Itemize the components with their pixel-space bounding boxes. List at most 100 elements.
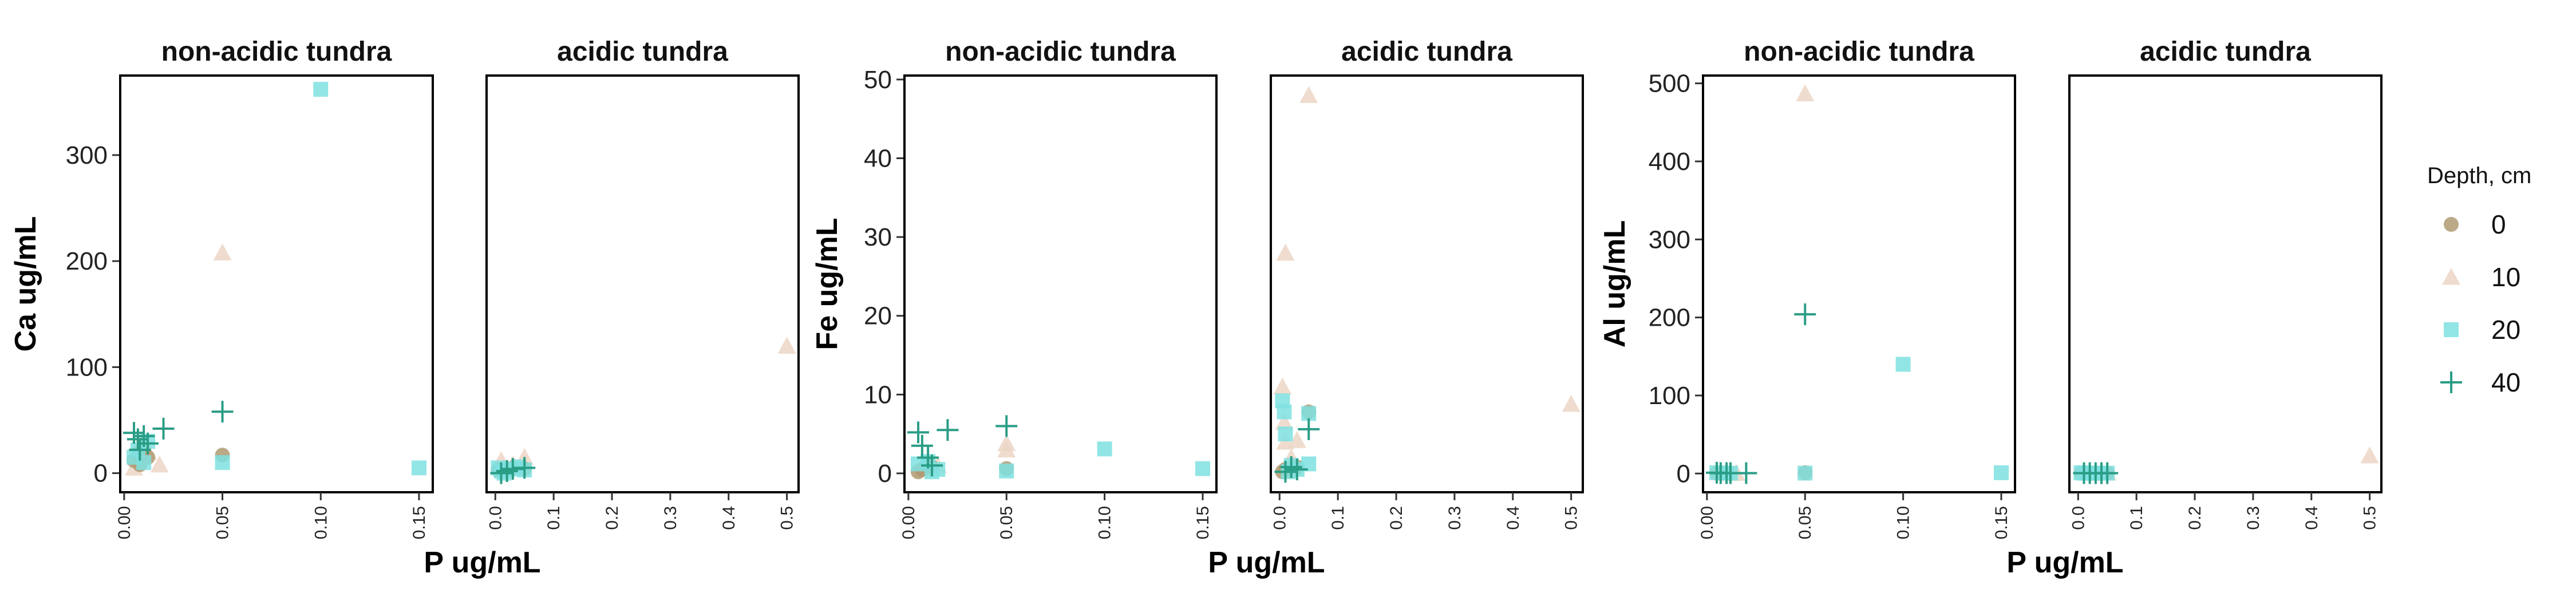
y-tick-label: 200	[1649, 304, 1690, 332]
y-tick-label: 100	[1649, 382, 1690, 410]
legend-key-circle	[2444, 217, 2459, 232]
x-tick-label: 0.5	[778, 506, 797, 530]
chart-group-3: Al ug/mL 0 100 200 300 400 500 non-acidic tundr…	[1598, 37, 2383, 579]
x-axis-label: P ug/mL	[1208, 546, 1325, 579]
panel-strip-label: non-acidic tundra	[1744, 37, 1974, 67]
legend-item-40: 40	[2440, 367, 2520, 397]
data-point	[1797, 465, 1813, 481]
panel-strip-label: non-acidic tundra	[945, 37, 1176, 67]
y-tick-label: 40	[864, 144, 892, 172]
x-tick-label: 0.0	[1270, 506, 1289, 530]
legend-key-plus	[2440, 371, 2462, 393]
x-tick-label: 0.05	[1796, 506, 1815, 539]
data-point	[1562, 394, 1581, 412]
panel-acidic: acidic tundra 0.0 0.1 0.2 0.3 0.4 0.5	[485, 37, 800, 530]
x-tick-label: 0.3	[661, 506, 680, 530]
x-axis-label: P ug/mL	[424, 546, 540, 579]
y-tick-label: 30	[864, 223, 892, 251]
panel-non-acidic: non-acidic tundra 0.00 0.05 0.10 0.15	[1698, 37, 2016, 539]
legend-key-triangle	[2442, 268, 2460, 285]
y-tick-label: 20	[864, 302, 892, 330]
y-axis-label: Al ug/mL	[1598, 220, 1631, 347]
data-point	[1276, 243, 1295, 261]
chart-group-1: Ca ug/mL 0 100 200 300 non-acidic tundra 0.00 0…	[9, 37, 800, 579]
x-tick-label: 0.5	[2361, 506, 2380, 530]
data-point	[1794, 303, 1816, 326]
data-point	[1298, 418, 1320, 440]
x-tick-label: 0.4	[720, 506, 738, 530]
data-point	[1735, 462, 1757, 484]
legend-item-10: 10	[2442, 262, 2520, 292]
panel-acidic: acidic tundra 0.0 0.1 0.2 0.3 0.4 0.5	[2068, 37, 2383, 530]
data-point	[1287, 431, 1306, 448]
panel-non-acidic: non-acidic tundra 0.00 0.05 0.10 0.15	[115, 37, 434, 539]
data-point	[1280, 456, 1302, 478]
legend-item-20: 20	[2444, 315, 2520, 345]
data-point	[920, 454, 943, 477]
y-tick-label: 500	[1649, 70, 1690, 98]
data-point	[1274, 461, 1297, 483]
x-tick-label: 0.3	[2244, 506, 2263, 530]
x-tick-label: 0.1	[2127, 506, 2146, 530]
x-tick-label: 0.15	[1992, 506, 2011, 539]
data-point	[1097, 441, 1112, 457]
data-point	[313, 82, 329, 97]
series-depth-40	[1274, 418, 1320, 483]
panel-strip-label: acidic tundra	[1341, 37, 1512, 67]
y-tick-label: 200	[66, 247, 108, 275]
data-point	[1275, 413, 1294, 430]
x-tick-label: 0.15	[1194, 506, 1212, 539]
data-point	[501, 458, 524, 480]
x-tick-label: 0.3	[1445, 506, 1464, 530]
y-tick-label: 400	[1649, 148, 1690, 176]
data-point	[1299, 86, 1318, 104]
data-point	[215, 455, 230, 470]
data-point	[997, 440, 1016, 458]
series-depth-40	[490, 457, 536, 484]
x-tick-label: 0.00	[115, 506, 134, 539]
legend-title: Depth, cm	[2427, 163, 2531, 188]
data-point	[937, 419, 959, 441]
legend-label: 40	[2491, 367, 2520, 397]
data-point	[2091, 462, 2113, 484]
legend-item-0: 0	[2444, 209, 2506, 239]
data-point	[496, 460, 518, 482]
panel-frame	[1702, 74, 2016, 493]
data-point	[213, 243, 232, 260]
panel-strip-label: acidic tundra	[2140, 37, 2311, 67]
legend-label: 20	[2491, 315, 2520, 345]
y-tick-label: 300	[1649, 226, 1690, 254]
series-depth-40	[2073, 462, 2119, 484]
data-point	[411, 460, 426, 476]
data-point	[152, 417, 175, 440]
y-tick-label: 0	[878, 460, 892, 488]
x-tick-label: 0.10	[311, 506, 330, 539]
series-depth-40	[1705, 303, 1816, 484]
y-axis-label: Ca ug/mL	[9, 216, 42, 352]
panel-strip-label: acidic tundra	[557, 37, 728, 67]
data-point	[1994, 465, 2009, 480]
y-tick-label: 10	[864, 381, 892, 409]
panel-frame	[119, 74, 434, 493]
x-tick-label: 0.2	[1387, 506, 1406, 530]
x-axis-label: P ug/mL	[2006, 546, 2123, 579]
panel-frame	[485, 74, 800, 493]
x-tick-label: 0.1	[1329, 506, 1348, 530]
x-tick-label: 0.1	[544, 506, 563, 530]
data-point	[1273, 377, 1292, 395]
x-tick-label: 0.2	[603, 506, 622, 530]
x-tick-label: 0.4	[1504, 506, 1523, 530]
data-point	[1277, 404, 1292, 420]
y-tick-label: 300	[66, 141, 108, 169]
data-point	[490, 462, 512, 484]
x-tick-label: 0.10	[1096, 506, 1115, 539]
data-point	[907, 421, 929, 444]
x-tick-label: 0.0	[486, 506, 505, 530]
legend-label: 10	[2491, 262, 2520, 292]
x-tick-label: 0.2	[2186, 506, 2204, 530]
x-tick-label: 0.5	[1562, 506, 1581, 530]
legend: Depth, cm 0 10 20 40	[2427, 163, 2531, 397]
data-point	[150, 455, 169, 473]
x-tick-label: 0.00	[1698, 506, 1717, 539]
